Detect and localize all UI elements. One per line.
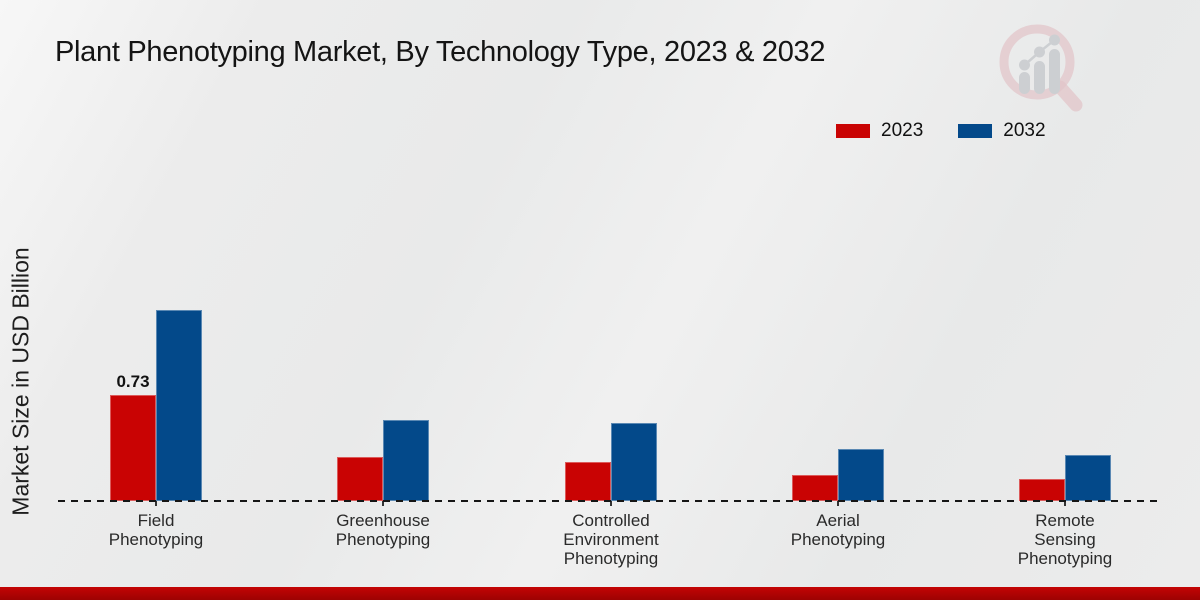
legend-label: 2032: [1003, 120, 1046, 141]
bar-2023-field-phenotyping: [110, 395, 156, 501]
bar-2032-remote-sensing-phenotyping: [1065, 455, 1111, 501]
x-axis-category-label: Remote Sensing Phenotyping: [1017, 511, 1113, 568]
x-axis-category-label: Aerial Phenotyping: [790, 511, 886, 549]
x-axis-category-label: Controlled Environment Phenotyping: [563, 511, 659, 568]
bar-2023-remote-sensing-phenotyping: [1019, 479, 1065, 501]
market-research-logo-icon: [999, 24, 1083, 112]
bar-2032-greenhouse-phenotyping: [383, 420, 429, 501]
x-axis-tick: [610, 501, 612, 506]
x-axis-baseline: [58, 500, 1158, 502]
x-axis-category-label: Field Phenotyping: [108, 511, 204, 549]
x-axis-tick: [837, 501, 839, 506]
bar-2023-aerial-phenotyping: [792, 475, 838, 501]
bar-2032-controlled-environment-phenotyping: [611, 423, 657, 501]
x-axis-tick: [382, 501, 384, 506]
legend-swatch-2032: [958, 124, 993, 138]
bar-2032-field-phenotyping: [156, 310, 202, 501]
legend-item-2023: 2023: [836, 120, 923, 142]
legend-item-2032: 2032: [958, 120, 1046, 142]
bar-2023-greenhouse-phenotyping: [337, 457, 383, 501]
bar-2023-controlled-environment-phenotyping: [565, 462, 611, 501]
legend-swatch-2023: [836, 124, 870, 138]
bar-value-label: 0.73: [116, 372, 150, 391]
bar-2032-aerial-phenotyping: [838, 449, 884, 501]
x-axis-tick: [155, 501, 157, 506]
footer-accent-bar: [0, 587, 1200, 600]
chart-title: Plant Phenotyping Market, By Technology …: [55, 36, 826, 68]
legend: 2023 2032: [836, 120, 1046, 142]
x-axis-category-label: Greenhouse Phenotyping: [335, 511, 431, 549]
y-axis-label: Market Size in USD Billion: [7, 247, 34, 516]
x-axis-tick: [1064, 501, 1066, 506]
legend-label: 2023: [881, 120, 924, 141]
